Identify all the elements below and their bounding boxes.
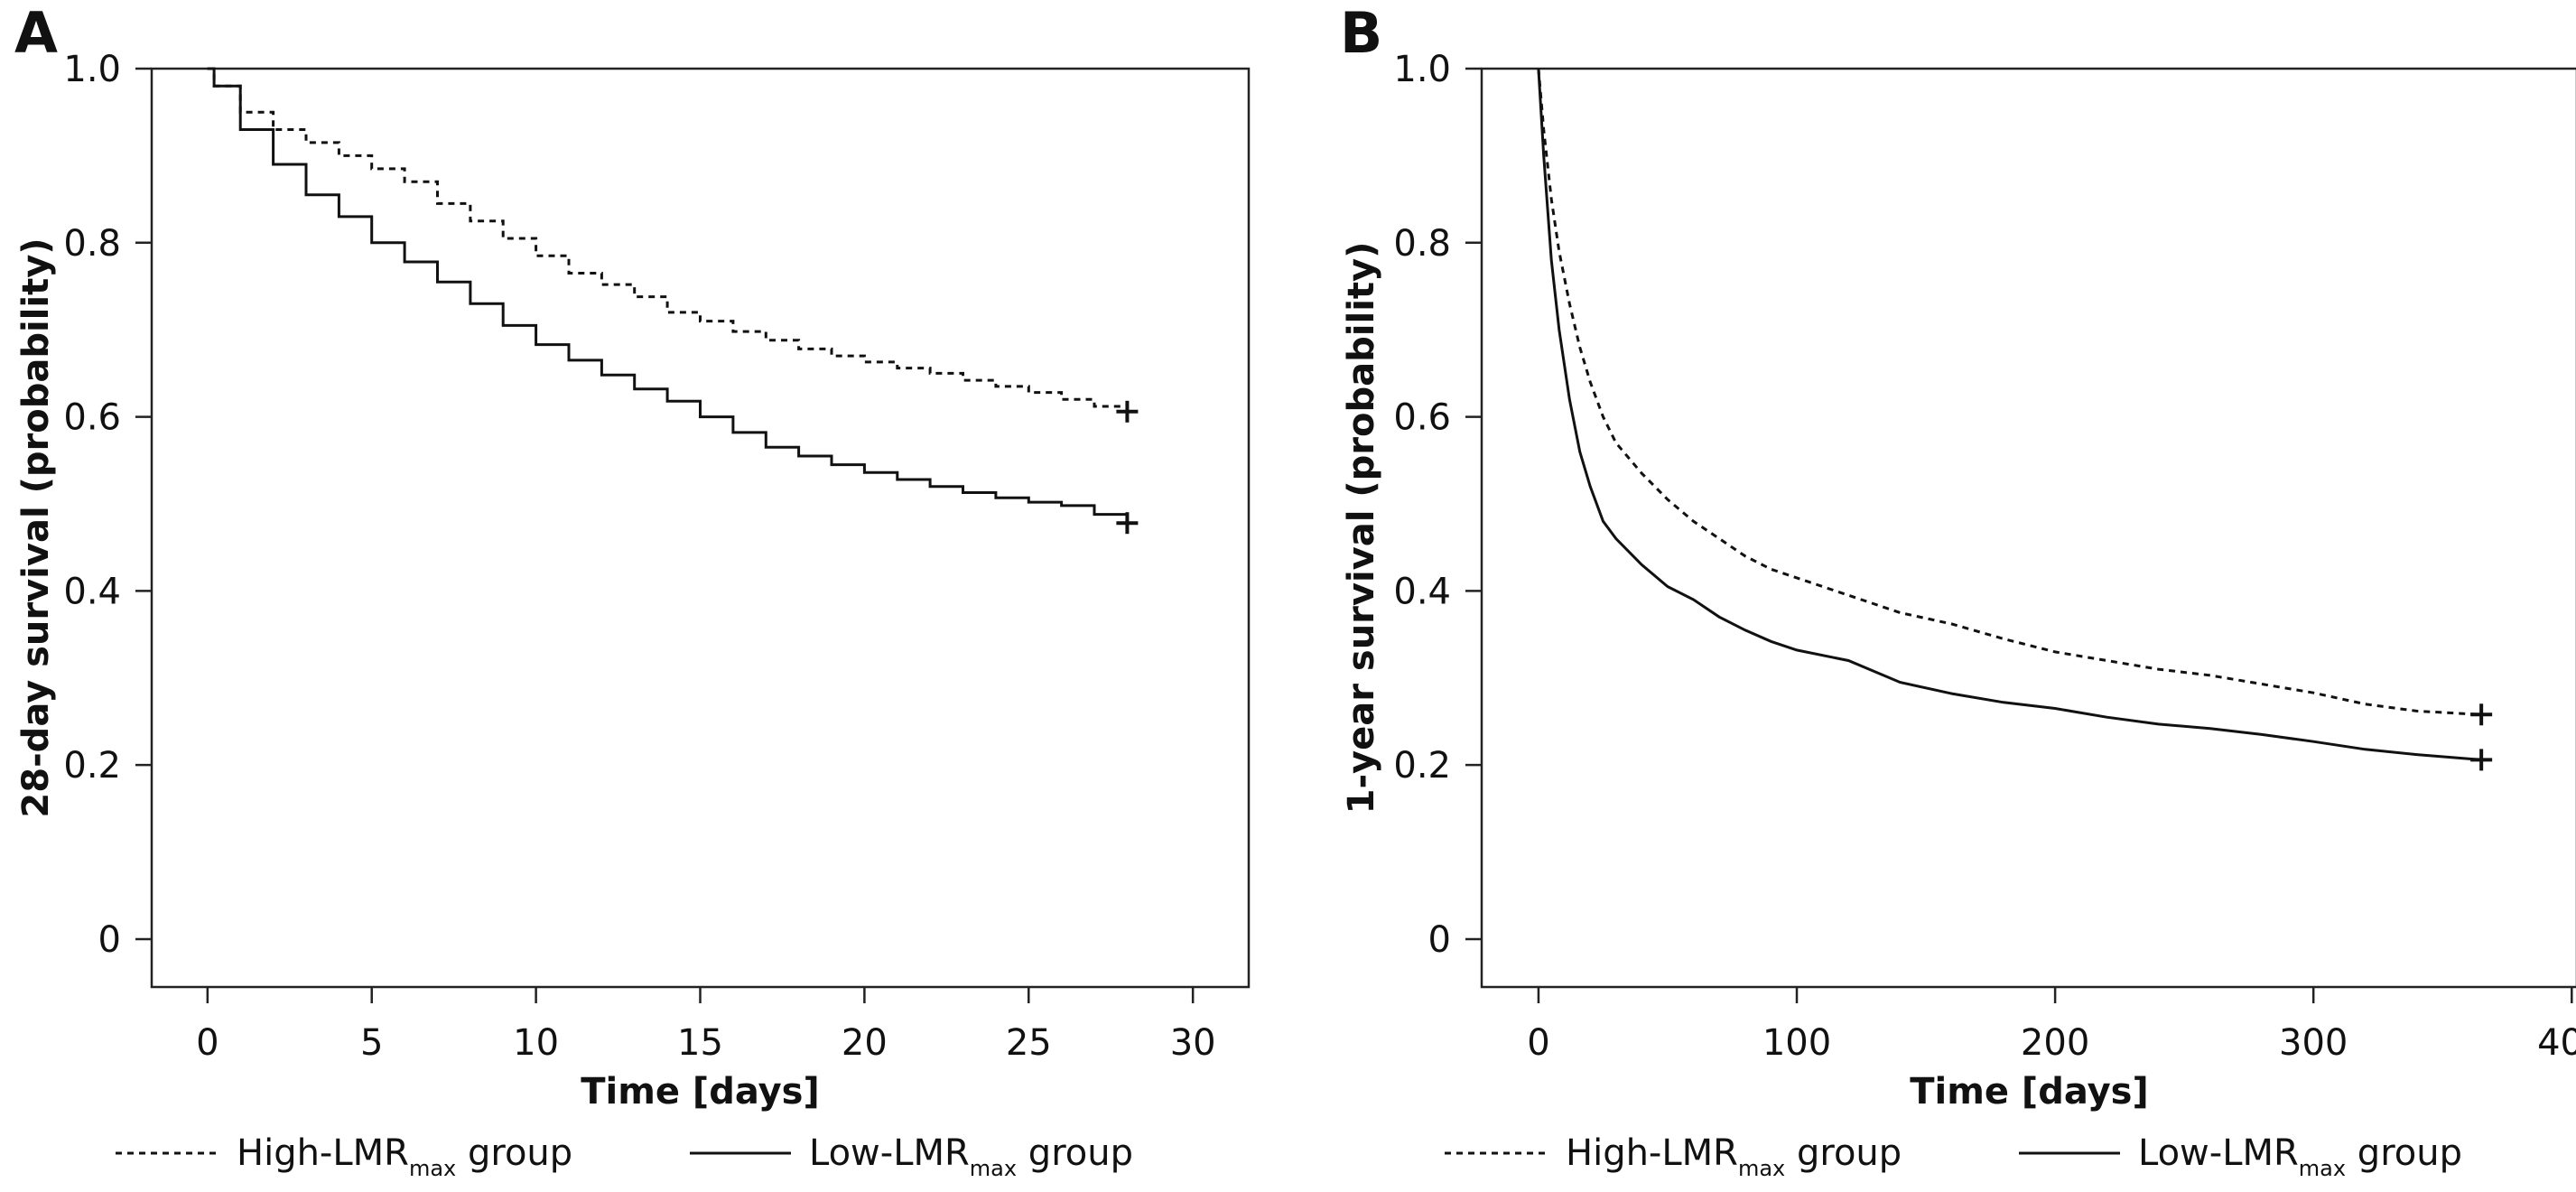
panel-a-xtick-label: 10 <box>513 1022 559 1064</box>
panel-a-ytick-label: 0.8 <box>63 223 121 265</box>
panel-a-ytick-label: 0.4 <box>63 571 121 612</box>
panel-b-legend-label: Low-LMRmax group <box>2138 1132 2462 1181</box>
panel-b-plot-frame <box>1480 67 2576 989</box>
panel-b-y-axis-title: 1-year survival (probability) <box>1341 242 1382 815</box>
panel-a-y-axis-title: 28-day survival (probability) <box>15 237 57 817</box>
panel-b-ytick-label: 0.8 <box>1393 223 1451 265</box>
panel-a-xtick-label: 15 <box>677 1022 723 1064</box>
panel-a-plot-frame <box>150 67 1251 989</box>
panel-a-xtick-label: 20 <box>842 1022 888 1064</box>
panel-b-xtick-label: 300 <box>2279 1022 2348 1064</box>
panel-a-ytick-label: 0.2 <box>63 745 121 787</box>
panel-b-xtick-label: 400 <box>2537 1022 2576 1064</box>
panel-a-letter: A <box>14 0 58 66</box>
panel-b-series-low-curve <box>1537 68 2482 761</box>
panel-b-ytick-label: 0.2 <box>1393 745 1451 787</box>
panel-a-xtick-label: 25 <box>1006 1022 1052 1064</box>
panel-a-ytick-label: 0 <box>98 919 121 961</box>
panel-a-legend-label: High-LMRmax group <box>237 1132 572 1181</box>
panel-a-xtick-label: 30 <box>1170 1022 1216 1064</box>
panel-b-ytick-label: 0 <box>1428 919 1451 961</box>
panel-a-ytick-label: 0.6 <box>63 397 121 439</box>
panel-b-x-axis-title: Time [days] <box>1910 1071 2149 1113</box>
panel-a-series-low-curve <box>207 67 1129 524</box>
panel-b-series-high-curve <box>1537 68 2482 716</box>
panel-a-ytick-label: 1.0 <box>63 49 121 90</box>
panel-b-legend-label: High-LMRmax group <box>1566 1132 1902 1181</box>
panel-b-ytick-label: 1.0 <box>1393 49 1451 90</box>
panel-a-x-axis-title: Time [days] <box>581 1071 820 1113</box>
panel-b-ytick-label: 0.6 <box>1393 397 1451 439</box>
panel-a-series-high-curve <box>207 67 1129 412</box>
panel-b-ytick-label: 0.4 <box>1393 571 1451 612</box>
panel-b-letter: B <box>1340 0 1382 66</box>
panel-a-xtick-label: 5 <box>360 1022 383 1064</box>
panel-b-xtick-label: 0 <box>1527 1022 1549 1064</box>
panel-b-xtick-label: 200 <box>2021 1022 2089 1064</box>
panel-a-legend-label: Low-LMRmax group <box>809 1132 1133 1181</box>
panel-a-xtick-label: 0 <box>196 1022 219 1064</box>
panel-b-xtick-label: 100 <box>1762 1022 1831 1064</box>
